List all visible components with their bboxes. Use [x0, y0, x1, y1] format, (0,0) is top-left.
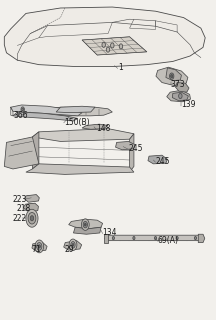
Polygon shape	[167, 90, 191, 102]
Polygon shape	[148, 155, 167, 164]
Circle shape	[37, 243, 42, 250]
Polygon shape	[104, 234, 108, 243]
Circle shape	[171, 75, 173, 78]
Circle shape	[21, 107, 24, 112]
Polygon shape	[56, 106, 95, 113]
Text: 71: 71	[31, 245, 41, 254]
Circle shape	[26, 209, 38, 227]
Text: 29: 29	[65, 245, 75, 254]
Polygon shape	[130, 134, 134, 172]
Text: 366: 366	[13, 111, 28, 120]
Polygon shape	[25, 195, 39, 202]
Circle shape	[176, 236, 178, 240]
Polygon shape	[156, 67, 188, 86]
Circle shape	[30, 216, 34, 221]
Polygon shape	[4, 7, 205, 67]
Circle shape	[81, 219, 89, 230]
Text: 245: 245	[129, 144, 143, 153]
Polygon shape	[11, 105, 82, 116]
Polygon shape	[116, 141, 135, 150]
Text: 223: 223	[13, 195, 27, 204]
Circle shape	[72, 244, 74, 246]
Text: 150(B): 150(B)	[64, 118, 89, 127]
Polygon shape	[105, 235, 202, 241]
Polygon shape	[198, 234, 205, 243]
Polygon shape	[43, 107, 112, 116]
Circle shape	[69, 239, 77, 251]
Polygon shape	[13, 112, 78, 121]
Circle shape	[133, 236, 135, 240]
Circle shape	[83, 221, 87, 228]
Polygon shape	[4, 137, 39, 169]
Text: 134: 134	[103, 228, 117, 237]
Polygon shape	[32, 243, 47, 251]
Text: 222: 222	[13, 214, 27, 223]
Circle shape	[102, 42, 105, 47]
Circle shape	[106, 47, 110, 52]
Text: 69(A): 69(A)	[158, 236, 179, 245]
Polygon shape	[32, 129, 134, 141]
Circle shape	[170, 73, 174, 79]
Polygon shape	[175, 83, 189, 92]
Circle shape	[71, 242, 75, 248]
Circle shape	[111, 43, 114, 48]
Circle shape	[119, 44, 123, 49]
Circle shape	[179, 93, 182, 99]
Text: 139: 139	[181, 100, 196, 109]
Circle shape	[112, 236, 114, 240]
Polygon shape	[26, 164, 134, 174]
Polygon shape	[82, 37, 147, 55]
Polygon shape	[32, 132, 39, 169]
Polygon shape	[64, 241, 82, 250]
Circle shape	[35, 240, 44, 253]
Text: 373: 373	[171, 80, 185, 89]
Polygon shape	[82, 124, 108, 129]
Circle shape	[154, 236, 157, 240]
Text: 218: 218	[16, 204, 30, 213]
Text: 148: 148	[96, 124, 111, 133]
Polygon shape	[23, 203, 38, 212]
Polygon shape	[166, 68, 181, 81]
Polygon shape	[172, 92, 188, 101]
Text: 245: 245	[156, 157, 170, 166]
Circle shape	[28, 212, 36, 224]
Polygon shape	[69, 219, 103, 229]
Circle shape	[22, 108, 24, 111]
Circle shape	[194, 236, 197, 240]
Text: 1: 1	[118, 63, 122, 72]
Polygon shape	[73, 227, 101, 234]
Circle shape	[38, 245, 40, 248]
Circle shape	[84, 223, 86, 226]
